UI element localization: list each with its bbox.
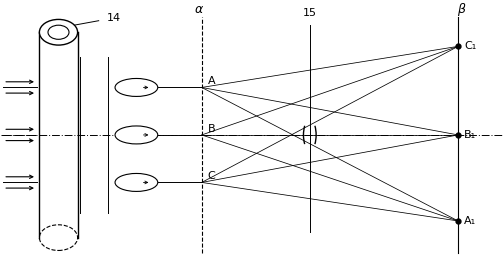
Text: C₁: C₁ <box>464 41 476 51</box>
Text: 14: 14 <box>107 13 121 23</box>
Text: A₁: A₁ <box>464 216 476 226</box>
Text: B: B <box>208 124 215 134</box>
Ellipse shape <box>39 20 78 45</box>
Ellipse shape <box>115 126 158 144</box>
Text: β: β <box>457 3 465 16</box>
Text: 15: 15 <box>303 8 317 18</box>
Text: α: α <box>195 3 203 16</box>
Text: B₁: B₁ <box>464 130 476 140</box>
Text: C: C <box>208 171 216 181</box>
Ellipse shape <box>115 173 158 191</box>
Ellipse shape <box>115 78 158 96</box>
Text: A: A <box>208 76 215 86</box>
